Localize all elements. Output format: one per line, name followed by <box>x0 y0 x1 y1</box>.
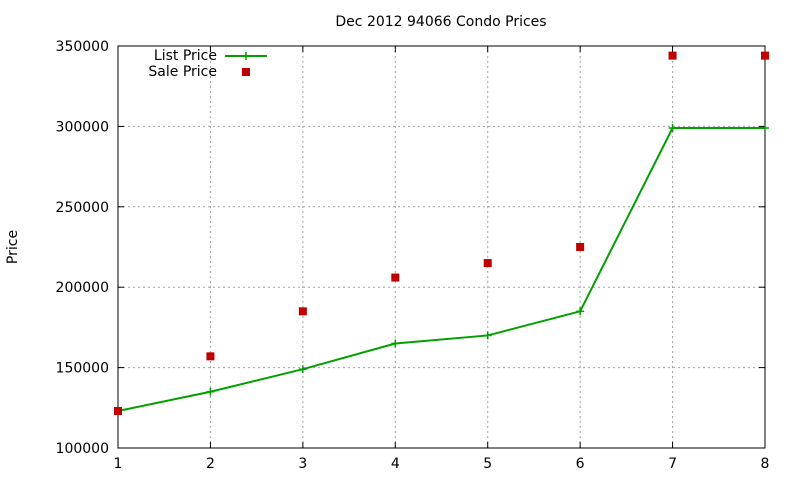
legend-label-sale-price: Sale Price <box>148 64 217 80</box>
chart-title: Dec 2012 94066 Condo Prices <box>335 14 546 30</box>
list-price-point <box>391 339 400 348</box>
list-price-point <box>298 365 307 374</box>
y-tick-label: 100000 <box>56 441 109 457</box>
list-price-line <box>117 127 765 412</box>
sale-price-point <box>298 307 307 316</box>
data-series <box>114 51 769 416</box>
list-price-point <box>668 124 677 133</box>
sale-price-point <box>206 352 215 361</box>
axis-ticks <box>117 45 766 449</box>
x-tick-label: 8 <box>761 456 770 472</box>
x-tick-label: 2 <box>206 456 215 472</box>
y-tick-label: 300000 <box>56 119 109 135</box>
y-tick-label: 350000 <box>56 39 109 55</box>
x-tick-label: 3 <box>298 456 307 472</box>
legend-sample-list-price <box>225 52 267 60</box>
sale-price-point <box>483 259 492 268</box>
legend-square-marker <box>242 68 250 76</box>
list-price-point <box>761 124 769 133</box>
sale-price-point <box>391 273 400 282</box>
legend-entry-list-price: List Price <box>154 48 267 64</box>
list-price-point <box>483 331 492 340</box>
x-tick-label: 4 <box>391 456 400 472</box>
legend-label-list-price: List Price <box>154 48 217 64</box>
x-tick-label: 1 <box>114 456 123 472</box>
tick-labels: 1 2 3 4 5 6 7 8 100000 150000 200000 250000 300000 35… <box>56 39 770 472</box>
x-tick-label: 7 <box>668 456 677 472</box>
y-tick-label: 250000 <box>56 200 109 216</box>
sale-price-point <box>668 51 677 60</box>
grid-lines <box>118 46 765 448</box>
legend-sample-sale-price <box>242 68 250 76</box>
list-price-point <box>576 307 585 316</box>
y-tick-label: 150000 <box>56 361 109 377</box>
x-tick-label: 5 <box>483 456 492 472</box>
sale-price-point <box>576 243 585 251</box>
y-axis-label: Price <box>5 230 21 264</box>
y-tick-label: 200000 <box>56 280 109 296</box>
legend-plus-marker <box>242 52 250 60</box>
list-price-point <box>206 387 215 396</box>
sale-price-point <box>761 51 769 60</box>
legend: List Price Sale Price <box>148 48 267 80</box>
plot-area-border <box>117 45 766 449</box>
sale-price-point <box>114 407 122 416</box>
x-tick-label: 6 <box>576 456 585 472</box>
legend-entry-sale-price: Sale Price <box>148 64 250 80</box>
